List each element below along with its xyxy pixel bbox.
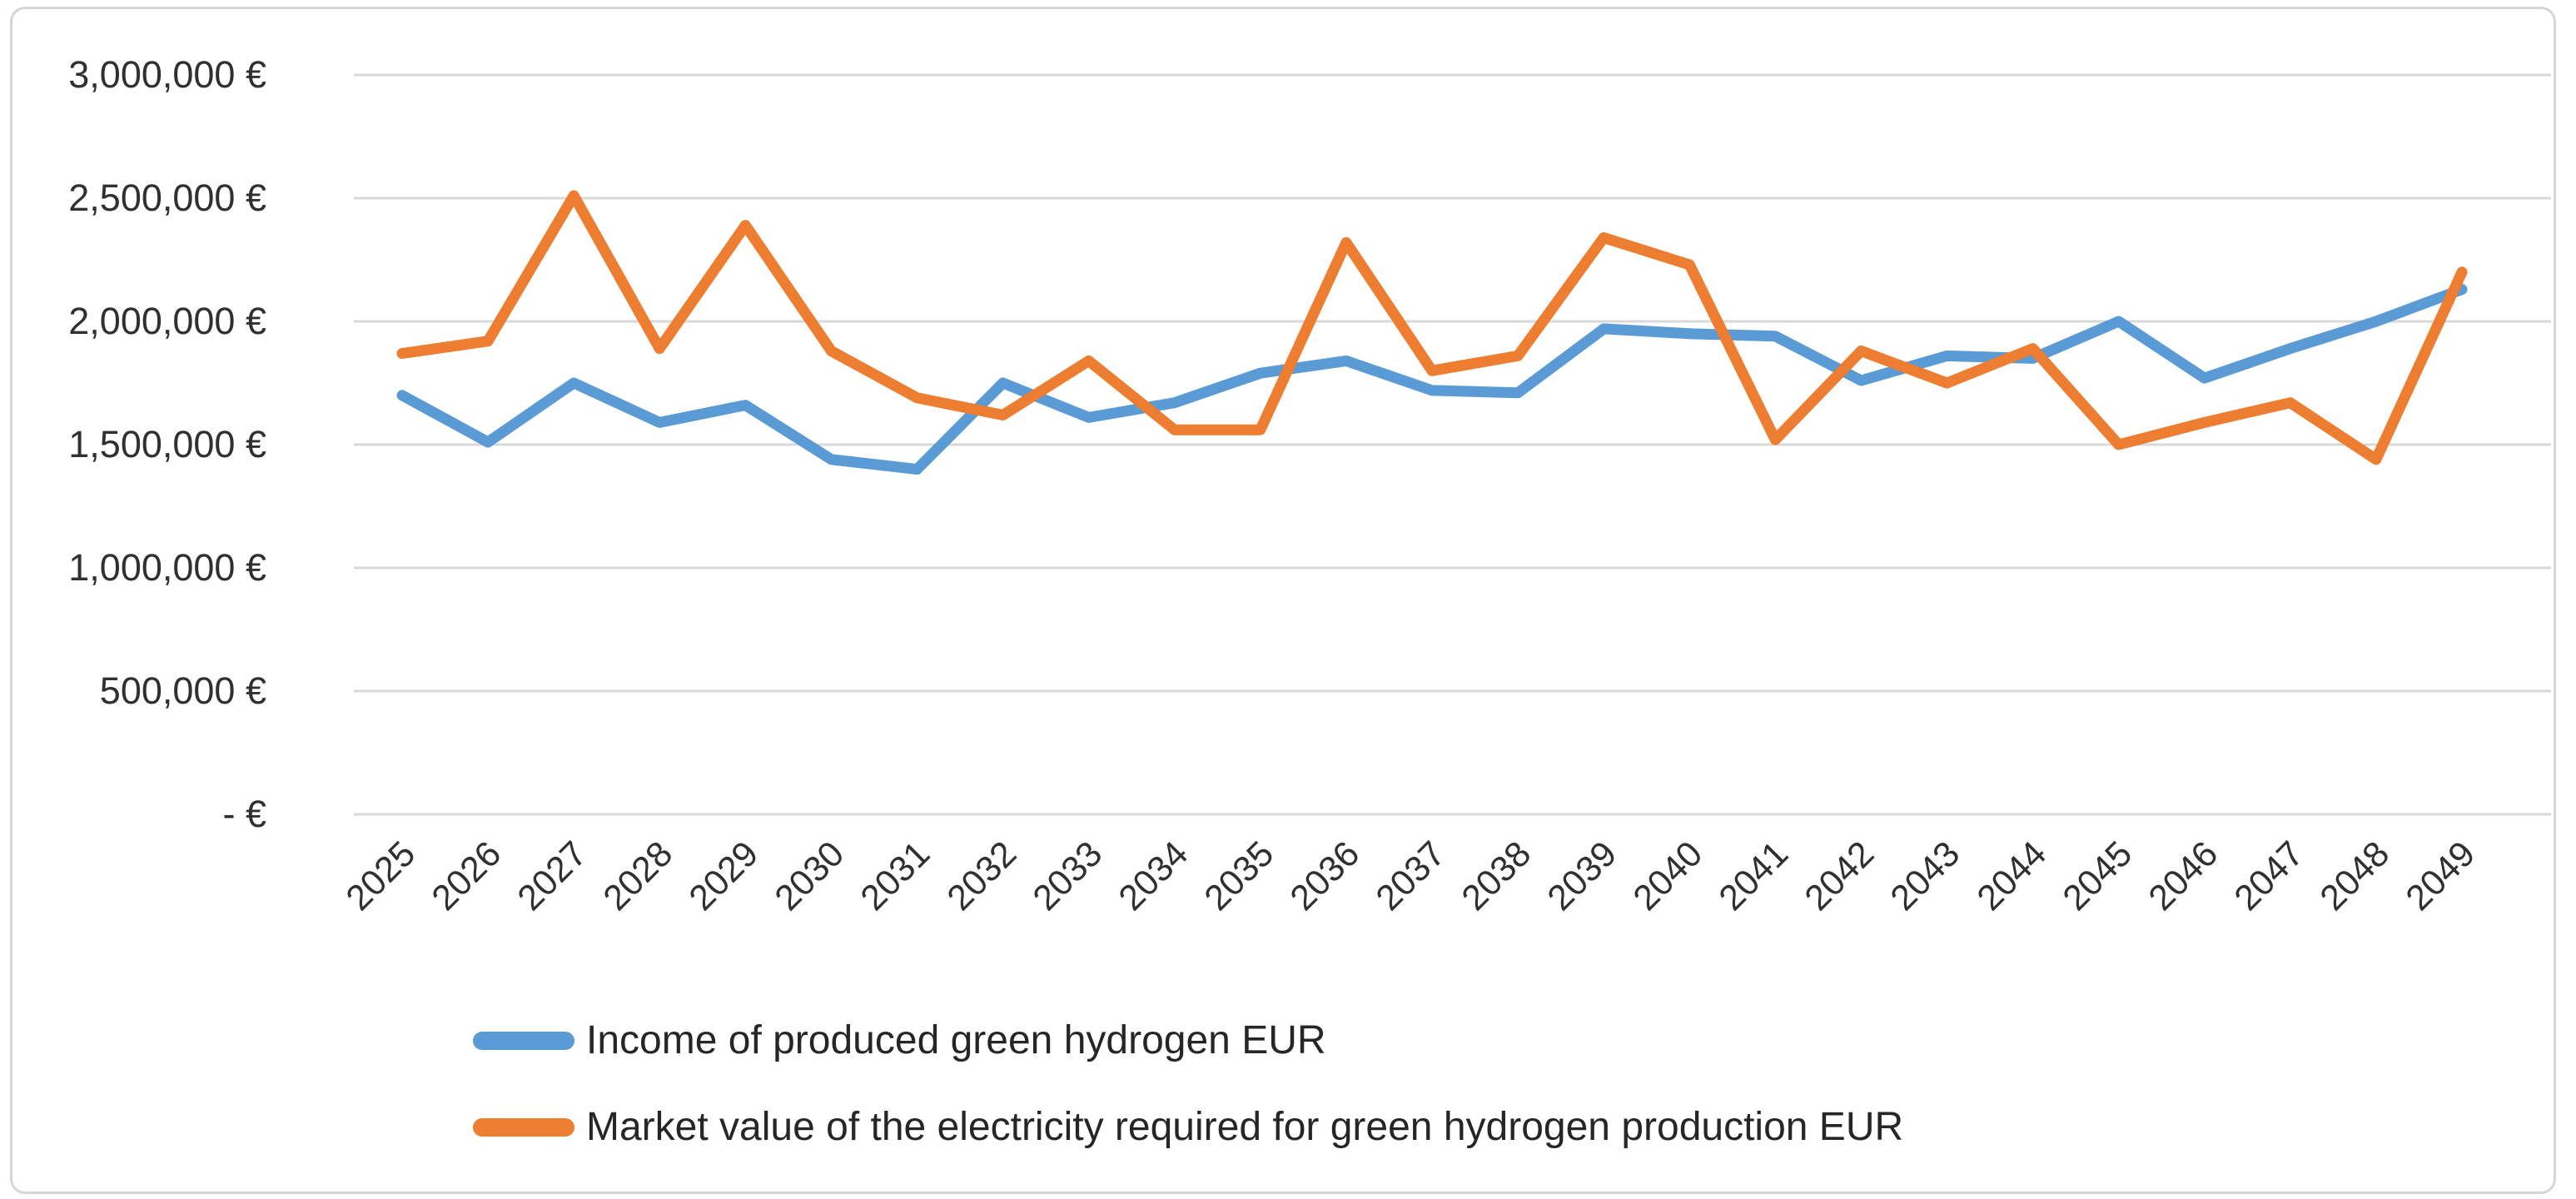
y-axis-tick-label: 500,000 € (99, 669, 266, 712)
y-axis-tick-label: 2,000,000 € (68, 300, 266, 342)
series-line-1 (396, 190, 2468, 465)
y-axis-tick-label: 1,000,000 € (68, 546, 266, 589)
y-axis-tick-label: 1,500,000 € (68, 423, 266, 465)
legend-label-market-value: Market value of the electricity required… (586, 1105, 1904, 1149)
legend-swatch-income (473, 1032, 574, 1050)
legend-item-income: Income of produced green hydrogen EUR (473, 1017, 1326, 1064)
legend-item-market-value: Market value of the electricity required… (473, 1104, 1903, 1151)
series-line-0 (396, 284, 2468, 475)
y-axis-tick-label: - € (222, 793, 266, 835)
legend-swatch-market-value (473, 1118, 574, 1137)
y-axis-tick-label: 3,000,000 € (68, 53, 266, 96)
chart-border (10, 7, 2556, 1194)
y-axis-tick-label: 2,500,000 € (68, 177, 266, 219)
legend-label-income: Income of produced green hydrogen EUR (586, 1018, 1326, 1062)
